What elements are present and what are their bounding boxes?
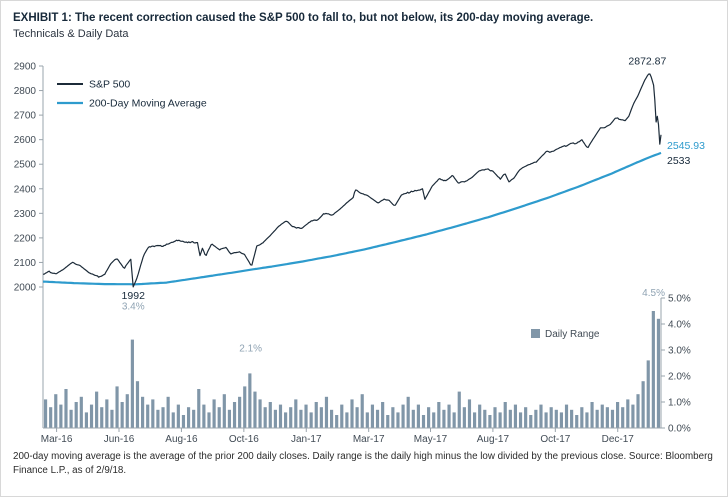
- pct-axis-label: 1.0%: [668, 398, 691, 409]
- y-axis-label: 2100: [14, 258, 37, 269]
- daily-range-legend-swatch: [531, 329, 540, 339]
- footnote-text: 200-day moving average is the average of…: [13, 451, 713, 476]
- y-axis-label: 2300: [14, 209, 37, 220]
- chart-area: 2000 2100 2200 2300 2400 2500 2600 2700 2800 2900…: [13, 46, 715, 444]
- price-annotation: 2533: [667, 155, 691, 167]
- x-axis-label: Mar-17: [353, 434, 385, 444]
- x-axis-label: Oct-16: [229, 434, 259, 444]
- x-axis-label: Aug-16: [165, 434, 198, 444]
- pct-axis-label: 3.0%: [668, 346, 691, 357]
- legend: S&P 500 200-Day Moving Average: [57, 79, 207, 110]
- x-axis-label: Dec-17: [602, 434, 635, 444]
- ma-legend-label: 200-Day Moving Average: [89, 98, 207, 110]
- x-axis-label: Jan-17: [291, 434, 322, 444]
- x-axis-label: Jun-16: [104, 434, 135, 444]
- x-axis-label: Aug-17: [477, 434, 510, 444]
- price-annotation: 2872.87: [628, 56, 666, 68]
- pct-axis-label: 2.0%: [668, 372, 691, 383]
- sp500-combo-chart: 2000 2100 2200 2300 2400 2500 2600 2700 2800 2900…: [14, 56, 706, 445]
- x-axis-label: Mar-16: [41, 434, 73, 444]
- y-axis-label: 2400: [14, 185, 37, 196]
- y-axis-label: 2800: [14, 86, 37, 97]
- exhibit-subtitle: Technicals & Daily Data: [13, 28, 129, 41]
- x-axis-label: May-17: [414, 434, 448, 444]
- range-annotation: 2.1%: [239, 344, 262, 355]
- axes: 2000 2100 2200 2300 2400 2500 2600 2700 2800 2900…: [14, 62, 691, 445]
- daily-range-legend-label: Daily Range: [545, 329, 600, 340]
- daily-range-bars: [43, 311, 661, 429]
- range-annotation: 4.5%: [642, 288, 665, 299]
- range-annotation: 3.4%: [122, 302, 145, 313]
- x-axis-label: Oct-17: [540, 434, 570, 444]
- annotations: 2872.87 1992 2545.93 2533 3.4% 2.1% 4.5%: [122, 56, 706, 355]
- daily-range-legend: Daily Range: [531, 329, 600, 340]
- y-axis-label: 2700: [14, 111, 37, 122]
- pct-axis-label: 4.0%: [668, 320, 691, 331]
- price-annotation: 1992: [122, 290, 146, 302]
- y-axis-label: 2000: [14, 283, 37, 294]
- price-annotation: 2545.93: [667, 140, 705, 152]
- exhibit-title: EXHIBIT 1: The recent correction caused …: [13, 12, 594, 24]
- y-axis-label: 2500: [14, 160, 37, 171]
- y-axis-label: 2600: [14, 136, 37, 147]
- y-axis-label: 2200: [14, 234, 37, 245]
- y-axis-label: 2900: [14, 62, 37, 73]
- pct-axis-label: 0.0%: [668, 424, 691, 435]
- pct-axis-label: 5.0%: [668, 294, 691, 305]
- moving-average-line: [42, 152, 662, 286]
- sp500-line: [43, 73, 662, 288]
- sp500-legend-label: S&P 500: [89, 79, 130, 91]
